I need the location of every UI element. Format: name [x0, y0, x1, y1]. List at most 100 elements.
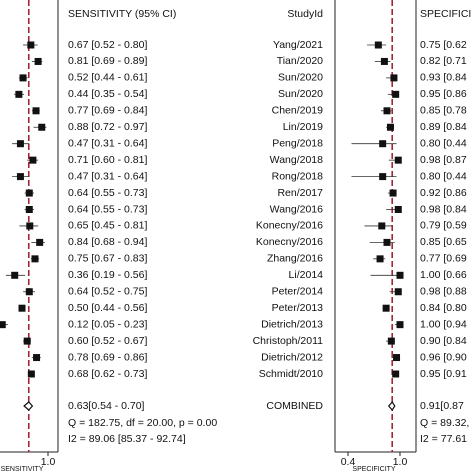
study-name: Rong/2018: [272, 170, 324, 182]
study-name: Li/2014: [289, 269, 324, 281]
point-estimate: [394, 206, 402, 213]
point-estimate: [38, 123, 46, 131]
point-estimate: [16, 173, 24, 181]
value-label: 0.71 [0.60 - 0.81]: [68, 154, 147, 166]
value-label: 0.84 [0.80: [420, 302, 467, 314]
value-label: 0.47 [0.31 - 0.64]: [68, 137, 147, 149]
point-estimate: [382, 304, 390, 312]
point-estimate: [376, 255, 384, 263]
point-estimate: [11, 271, 19, 279]
point-estimate: [392, 370, 400, 378]
value-label: 0.75 [0.62: [420, 39, 467, 51]
point-estimate: [25, 189, 33, 197]
point-estimate: [16, 140, 24, 148]
heterogeneity-i2: I2 = 89.06 [85.37 - 92.74]: [68, 433, 186, 445]
study-name: Chen/2019: [272, 105, 324, 117]
heterogeneity-q: Q = 89.32,: [420, 417, 469, 429]
point-estimate: [386, 123, 394, 131]
point-estimate: [23, 337, 31, 345]
x-tick-label: 1.0: [41, 456, 56, 468]
value-label: 0.88 [0.72 - 0.97]: [68, 121, 147, 133]
study-name: Schmidt/2010: [259, 368, 323, 380]
study-name: Wang/2018: [270, 154, 323, 166]
point-estimate: [33, 354, 41, 362]
value-label: 0.85 [0.78: [420, 105, 467, 117]
point-estimate: [19, 74, 27, 82]
value-label: 0.65 [0.45 - 0.81]: [68, 220, 147, 232]
study-name: Lin/2019: [283, 121, 323, 133]
header: SENSITIVITY (95% CI): [68, 8, 176, 20]
value-label: 0.82 [0.71: [420, 55, 467, 67]
value-label: 0.89 [0.84: [420, 121, 467, 133]
value-label: 0.50 [0.44 - 0.56]: [68, 302, 147, 314]
point-estimate: [25, 206, 33, 213]
value-label: 0.81 [0.69 - 0.89]: [68, 55, 147, 67]
value-label: 0.44 [0.35 - 0.54]: [68, 88, 147, 100]
point-estimate: [31, 255, 39, 263]
value-label: 0.98 [0.84: [420, 203, 467, 215]
x-tick-label: 1.0: [393, 456, 408, 468]
value-label: 0.95 [0.91: [420, 368, 467, 380]
study-header: StudyId: [287, 8, 323, 20]
study-name: Peng/2018: [272, 137, 323, 149]
study-name: Christoph/2011: [253, 335, 324, 347]
point-estimate: [389, 189, 397, 197]
value-label: 0.95 [0.86: [420, 88, 467, 100]
point-estimate: [374, 41, 382, 49]
study-name: Yang/2021: [273, 39, 323, 51]
value-label: 1.00 [0.66: [420, 269, 467, 281]
value-label: 0.93 [0.84: [420, 72, 467, 84]
combined-diamond: [387, 401, 396, 411]
point-estimate: [383, 107, 391, 115]
combined-label: COMBINED: [266, 400, 323, 412]
value-label: 1.00 [0.94: [420, 318, 467, 330]
value-label: 0.36 [0.19 - 0.56]: [68, 269, 147, 281]
value-label: 0.90 [0.84: [420, 335, 467, 347]
value-label: 0.68 [0.62 - 0.73]: [68, 368, 147, 380]
point-estimate: [32, 107, 40, 115]
value-label: 0.80 [0.44: [420, 170, 467, 182]
point-estimate: [380, 57, 388, 65]
study-name: Peter/2014: [272, 286, 324, 298]
study-name: Konecny/2016: [256, 236, 323, 248]
heterogeneity-i2: I2 = 77.61: [420, 433, 467, 445]
value-label: 0.12 [0.05 - 0.23]: [68, 318, 147, 330]
value-label: 0.47 [0.31 - 0.64]: [68, 170, 147, 182]
study-name: Konecny/2016: [256, 220, 323, 232]
point-estimate: [27, 41, 35, 49]
point-estimate: [393, 354, 401, 362]
value-label: 0.77 [0.69: [420, 253, 467, 265]
combined-value: 0.63[0.54 - 0.70]: [68, 400, 145, 412]
study-name: Sun/2020: [278, 72, 323, 84]
point-estimate: [34, 57, 42, 65]
point-estimate: [15, 90, 23, 98]
value-label: 0.67 [0.52 - 0.80]: [68, 39, 147, 51]
point-estimate: [394, 156, 402, 164]
value-label: 0.52 [0.44 - 0.61]: [68, 72, 147, 84]
value-label: 0.60 [0.52 - 0.67]: [68, 335, 147, 347]
value-label: 0.78 [0.69 - 0.86]: [68, 351, 147, 363]
point-estimate: [383, 238, 391, 246]
point-estimate: [379, 140, 387, 148]
value-label: 0.98 [0.87: [420, 154, 467, 166]
value-label: 0.77 [0.69 - 0.84]: [68, 105, 147, 117]
point-estimate: [29, 156, 37, 164]
point-estimate: [18, 304, 26, 312]
study-name: Tian/2020: [277, 55, 323, 67]
point-estimate: [392, 90, 400, 98]
point-estimate: [396, 271, 404, 279]
header: SPECIFICI: [420, 8, 471, 20]
combined-value: 0.91[0.87: [420, 400, 464, 412]
study-name: Peter/2013: [272, 302, 324, 314]
point-estimate: [396, 321, 404, 329]
study-name: Sun/2020: [278, 88, 323, 100]
point-estimate: [387, 337, 395, 345]
value-label: 0.85 [0.65: [420, 236, 467, 248]
combined-diamond: [23, 401, 34, 411]
value-label: 0.75 [0.67 - 0.83]: [68, 253, 147, 265]
point-estimate: [25, 288, 33, 296]
point-estimate: [378, 222, 386, 230]
study-name: Ren/2017: [277, 187, 323, 199]
point-estimate: [26, 222, 34, 230]
